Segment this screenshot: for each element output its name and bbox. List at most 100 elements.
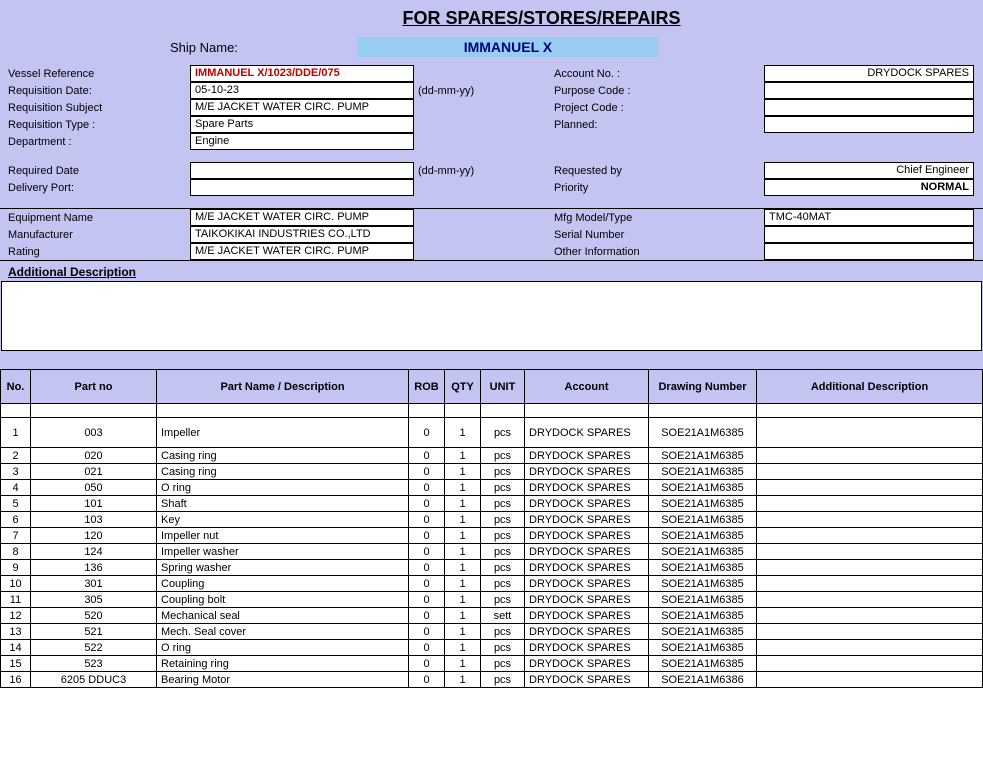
cell: O ring [157,640,409,656]
cell: DRYDOCK SPARES [525,544,649,560]
field-label: Requested by [554,165,764,177]
field-row: Vessel ReferenceIMMANUEL X/1023/DDE/075A… [0,65,983,82]
cell: Mechanical seal [157,608,409,624]
field-value[interactable]: TMC-40MAT [764,209,974,226]
equipment-fields-block: Equipment NameM/E JACKET WATER CIRC. PUM… [0,208,983,261]
cell: 050 [31,480,157,496]
field-row: ManufacturerTAIKOKIKAI INDUSTRIES CO.,LT… [0,226,983,243]
field-value[interactable]: 05-10-23 [190,82,414,99]
cell [757,640,983,656]
col-desc: Part Name / Description [157,370,409,404]
table-row: 13521Mech. Seal cover01pcsDRYDOCK SPARES… [1,624,983,640]
field-value[interactable]: M/E JACKET WATER CIRC. PUMP [190,99,414,116]
field-value[interactable] [190,179,414,196]
field-label: Delivery Port: [0,182,190,194]
cell: 13 [1,624,31,640]
cell: 0 [409,512,445,528]
cell: DRYDOCK SPARES [525,608,649,624]
cell: SOE21A1M6385 [649,624,757,640]
additional-desc-box[interactable] [1,281,982,351]
field-value[interactable]: TAIKOKIKAI INDUSTRIES CO.,LTD [190,226,414,243]
cell: 1 [445,560,481,576]
cell: sett [481,608,525,624]
cell: 136 [31,560,157,576]
cell: 101 [31,496,157,512]
cell: Mech. Seal cover [157,624,409,640]
field-value[interactable] [764,243,974,260]
cell: pcs [481,512,525,528]
cell [757,672,983,688]
cell: 1 [445,496,481,512]
field-label: Rating [0,246,190,258]
cell [757,418,983,448]
cell: 1 [445,608,481,624]
col-unit: UNIT [481,370,525,404]
cell: 020 [31,448,157,464]
cell: pcs [481,672,525,688]
cell [757,448,983,464]
cell: 0 [409,496,445,512]
field-hint: (dd-mm-yy) [414,85,554,97]
cell: Spring washer [157,560,409,576]
cell: 1 [445,672,481,688]
cell: Retaining ring [157,656,409,672]
field-label: Vessel Reference [0,68,190,80]
cell: 1 [445,448,481,464]
cell: pcs [481,656,525,672]
cell: Bearing Motor [157,672,409,688]
field-row: RatingM/E JACKET WATER CIRC. PUMP Other I… [0,243,983,260]
field-value[interactable] [190,162,414,179]
field-label: Manufacturer [0,229,190,241]
col-no: No. [1,370,31,404]
field-label: Other Information [554,246,764,258]
field-value[interactable] [764,116,974,133]
field-value[interactable]: Chief Engineer [764,162,974,179]
field-value[interactable]: IMMANUEL X/1023/DDE/075 [190,65,414,82]
field-value[interactable] [764,99,974,116]
cell [757,544,983,560]
field-hint: (dd-mm-yy) [414,165,554,177]
cell: 6 [1,512,31,528]
cell: 0 [409,544,445,560]
cell: 0 [409,640,445,656]
cell: 522 [31,640,157,656]
cell: DRYDOCK SPARES [525,576,649,592]
cell: Shaft [157,496,409,512]
cell: 1 [445,576,481,592]
cell: DRYDOCK SPARES [525,640,649,656]
cell: 0 [409,448,445,464]
field-value[interactable]: DRYDOCK SPARES [764,65,974,82]
field-value[interactable]: NORMAL [764,179,974,196]
cell: pcs [481,496,525,512]
cell [757,656,983,672]
cell: 0 [409,592,445,608]
table-row: 6103Key01pcsDRYDOCK SPARESSOE21A1M6385 [1,512,983,528]
ship-name-label: Ship Name: [170,40,238,55]
table-row: 7120Impeller nut01pcsDRYDOCK SPARESSOE21… [1,528,983,544]
col-addl: Additional Description [757,370,983,404]
field-row: Requisition Date:05-10-23(dd-mm-yy)Purpo… [0,82,983,99]
field-value[interactable]: M/E JACKET WATER CIRC. PUMP [190,243,414,260]
cell: 520 [31,608,157,624]
cell: 1 [445,512,481,528]
requisition-form: FOR SPARES/STORES/REPAIRS Ship Name: IMM… [0,0,983,688]
cell: pcs [481,464,525,480]
field-value[interactable] [764,226,974,243]
cell: 0 [409,672,445,688]
cell: Casing ring [157,448,409,464]
field-label: Purpose Code : [554,85,764,97]
cell [757,480,983,496]
cell: 1 [445,640,481,656]
cell: pcs [481,592,525,608]
additional-desc-title: Additional Description [0,261,983,281]
field-label: Project Code : [554,102,764,114]
cell [757,464,983,480]
field-value[interactable]: Spare Parts [190,116,414,133]
cell: 0 [409,624,445,640]
field-label: Department : [0,136,190,148]
field-value[interactable]: M/E JACKET WATER CIRC. PUMP [190,209,414,226]
field-value[interactable] [764,82,974,99]
field-value[interactable]: Engine [190,133,414,150]
table-row: 15523Retaining ring01pcsDRYDOCK SPARESSO… [1,656,983,672]
cell: 0 [409,464,445,480]
